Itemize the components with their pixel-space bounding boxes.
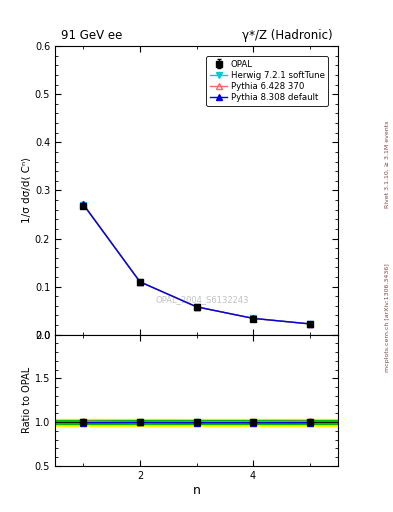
Text: mcplots.cern.ch [arXiv:1306.3436]: mcplots.cern.ch [arXiv:1306.3436] [385,263,390,372]
Pythia 8.308 default [307,321,312,327]
Legend: OPAL, Herwig 7.2.1 softTune, Pythia 6.428 370, Pythia 8.308 default: OPAL, Herwig 7.2.1 softTune, Pythia 6.42… [206,56,328,105]
Pythia 6.428 370 [307,321,312,327]
Bar [55,419,338,425]
Pythia 8.308 default [138,279,142,285]
Pythia 6.428 370 [81,201,86,207]
Line: Pythia 8.308 default: Pythia 8.308 default [81,202,312,327]
Herwig 7.2.1 softTune [307,321,312,327]
Bar [55,420,338,424]
Herwig 7.2.1 softTune [194,304,199,310]
Y-axis label: 1/σ dσ/d⟨ Cⁿ⟩: 1/σ dσ/d⟨ Cⁿ⟩ [22,157,32,223]
Pythia 8.308 default [81,201,86,207]
Text: OPAL_2004_S6132243: OPAL_2004_S6132243 [155,295,249,305]
Text: Rivet 3.1.10, ≥ 3.1M events: Rivet 3.1.10, ≥ 3.1M events [385,120,390,207]
Y-axis label: Ratio to OPAL: Ratio to OPAL [22,367,32,434]
Text: 91 GeV ee: 91 GeV ee [61,29,122,42]
Line: Herwig 7.2.1 softTune: Herwig 7.2.1 softTune [81,202,312,327]
Pythia 6.428 370 [251,315,255,322]
Herwig 7.2.1 softTune [138,279,142,285]
Line: Pythia 6.428 370: Pythia 6.428 370 [81,202,312,327]
Herwig 7.2.1 softTune [251,315,255,322]
X-axis label: n: n [193,483,200,497]
Pythia 8.308 default [251,315,255,322]
Pythia 6.428 370 [138,279,142,285]
Herwig 7.2.1 softTune [81,202,86,208]
Pythia 6.428 370 [194,304,199,310]
Text: γ*/Z (Hadronic): γ*/Z (Hadronic) [242,29,332,42]
Pythia 8.308 default [194,304,199,310]
